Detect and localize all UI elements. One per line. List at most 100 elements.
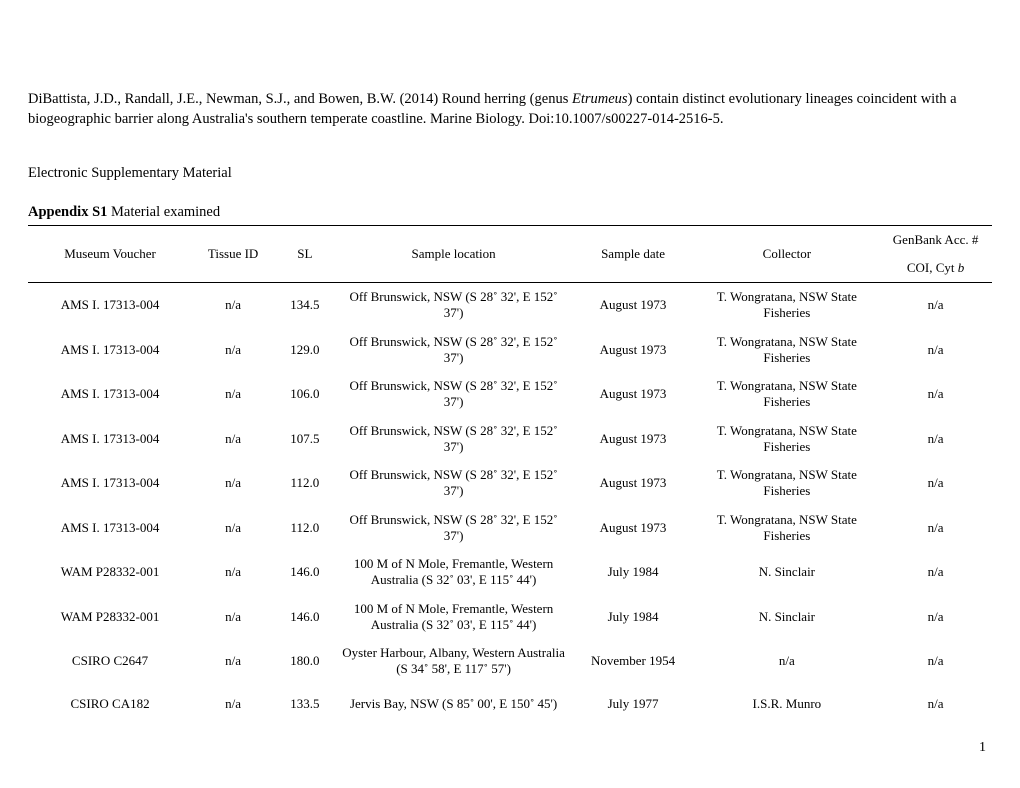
cell-tissue: n/a	[192, 328, 274, 373]
cell-voucher: AMS I. 17313-004	[28, 283, 192, 328]
cell-location: 100 M of N Mole, Fremantle, Western Aust…	[336, 595, 572, 640]
page-number: 1	[979, 740, 986, 756]
cell-sl: 112.0	[274, 506, 336, 551]
table-row: WAM P28332-001n/a146.0100 M of N Mole, F…	[28, 550, 992, 595]
cell-tissue: n/a	[192, 506, 274, 551]
cell-date: July 1984	[572, 595, 695, 640]
citation-text: DiBattista, J.D., Randall, J.E., Newman,…	[28, 90, 992, 129]
cell-tissue: n/a	[192, 461, 274, 506]
col-genbank-top: GenBank Acc. #	[879, 226, 992, 254]
cell-location: Jervis Bay, NSW (S 85˚ 00', E 150˚ 45')	[336, 684, 572, 724]
cell-location: Off Brunswick, NSW (S 28˚ 32', E 152˚ 37…	[336, 506, 572, 551]
cell-sl: 133.5	[274, 684, 336, 724]
cell-voucher: AMS I. 17313-004	[28, 328, 192, 373]
cell-genbank: n/a	[879, 372, 992, 417]
cell-genbank: n/a	[879, 506, 992, 551]
cell-genbank: n/a	[879, 461, 992, 506]
cell-voucher: WAM P28332-001	[28, 595, 192, 640]
cell-tissue: n/a	[192, 550, 274, 595]
cell-tissue: n/a	[192, 639, 274, 684]
table-row: AMS I. 17313-004n/a134.5Off Brunswick, N…	[28, 283, 992, 328]
cell-genbank: n/a	[879, 328, 992, 373]
cell-voucher: AMS I. 17313-004	[28, 417, 192, 462]
cell-voucher: WAM P28332-001	[28, 550, 192, 595]
cell-location: Off Brunswick, NSW (S 28˚ 32', E 152˚ 37…	[336, 372, 572, 417]
cell-genbank: n/a	[879, 550, 992, 595]
table-row: WAM P28332-001n/a146.0100 M of N Mole, F…	[28, 595, 992, 640]
cell-sl: 106.0	[274, 372, 336, 417]
table-row: AMS I. 17313-004n/a112.0Off Brunswick, N…	[28, 461, 992, 506]
cell-collector: T. Wongratana, NSW State Fisheries	[695, 417, 880, 462]
col-voucher: Museum Voucher	[28, 226, 192, 283]
appendix-label: Appendix S1	[28, 204, 107, 220]
cell-collector: I.S.R. Munro	[695, 684, 880, 724]
cell-genbank: n/a	[879, 283, 992, 328]
cell-sl: 134.5	[274, 283, 336, 328]
table-row: AMS I. 17313-004n/a107.5Off Brunswick, N…	[28, 417, 992, 462]
cell-date: November 1954	[572, 639, 695, 684]
cell-collector: T. Wongratana, NSW State Fisheries	[695, 461, 880, 506]
cell-date: August 1973	[572, 283, 695, 328]
cell-date: August 1973	[572, 506, 695, 551]
cell-genbank: n/a	[879, 417, 992, 462]
col-tissue: Tissue ID	[192, 226, 274, 283]
cell-date: July 1984	[572, 550, 695, 595]
cell-location: Off Brunswick, NSW (S 28˚ 32', E 152˚ 37…	[336, 328, 572, 373]
table-row: AMS I. 17313-004n/a129.0Off Brunswick, N…	[28, 328, 992, 373]
appendix-heading: Appendix S1 Material examined	[28, 204, 992, 226]
cell-tissue: n/a	[192, 283, 274, 328]
cell-voucher: CSIRO C2647	[28, 639, 192, 684]
cell-date: August 1973	[572, 372, 695, 417]
cell-location: Off Brunswick, NSW (S 28˚ 32', E 152˚ 37…	[336, 461, 572, 506]
appendix-text: Material examined	[107, 204, 220, 220]
cell-voucher: AMS I. 17313-004	[28, 506, 192, 551]
cell-location: Off Brunswick, NSW (S 28˚ 32', E 152˚ 37…	[336, 417, 572, 462]
cell-collector: T. Wongratana, NSW State Fisheries	[695, 372, 880, 417]
cell-voucher: CSIRO CA182	[28, 684, 192, 724]
col-genbank-sub: COI, Cyt b	[879, 254, 992, 283]
cell-genbank: n/a	[879, 639, 992, 684]
cell-voucher: AMS I. 17313-004	[28, 461, 192, 506]
cell-genbank: n/a	[879, 595, 992, 640]
cell-voucher: AMS I. 17313-004	[28, 372, 192, 417]
col-sl: SL	[274, 226, 336, 283]
table-row: CSIRO C2647n/a180.0Oyster Harbour, Alban…	[28, 639, 992, 684]
table-header-row: Museum Voucher Tissue ID SL Sample locat…	[28, 226, 992, 254]
cell-location: Off Brunswick, NSW (S 28˚ 32', E 152˚ 37…	[336, 283, 572, 328]
cell-collector: n/a	[695, 639, 880, 684]
col-date: Sample date	[572, 226, 695, 283]
specimen-table: Museum Voucher Tissue ID SL Sample locat…	[28, 226, 992, 724]
cell-location: Oyster Harbour, Albany, Western Australi…	[336, 639, 572, 684]
cell-sl: 107.5	[274, 417, 336, 462]
cell-sl: 180.0	[274, 639, 336, 684]
table-row: AMS I. 17313-004n/a106.0Off Brunswick, N…	[28, 372, 992, 417]
cell-location: 100 M of N Mole, Fremantle, Western Aust…	[336, 550, 572, 595]
cell-tissue: n/a	[192, 595, 274, 640]
cell-sl: 146.0	[274, 595, 336, 640]
col-collector: Collector	[695, 226, 880, 283]
table-row: CSIRO CA182n/a133.5Jervis Bay, NSW (S 85…	[28, 684, 992, 724]
cell-collector: T. Wongratana, NSW State Fisheries	[695, 506, 880, 551]
esm-title: Electronic Supplementary Material	[28, 165, 992, 182]
cell-collector: N. Sinclair	[695, 550, 880, 595]
cell-tissue: n/a	[192, 684, 274, 724]
cell-collector: T. Wongratana, NSW State Fisheries	[695, 283, 880, 328]
citation-prefix: DiBattista, J.D., Randall, J.E., Newman,…	[28, 91, 572, 107]
cell-sl: 146.0	[274, 550, 336, 595]
cell-tissue: n/a	[192, 372, 274, 417]
cell-genbank: n/a	[879, 684, 992, 724]
cell-date: August 1973	[572, 461, 695, 506]
cell-date: August 1973	[572, 417, 695, 462]
cell-sl: 112.0	[274, 461, 336, 506]
cell-collector: T. Wongratana, NSW State Fisheries	[695, 328, 880, 373]
genbank-sub-italic: b	[958, 260, 965, 275]
genbank-sub-prefix: COI, Cyt	[907, 260, 958, 275]
cell-collector: N. Sinclair	[695, 595, 880, 640]
table-row: AMS I. 17313-004n/a112.0Off Brunswick, N…	[28, 506, 992, 551]
cell-tissue: n/a	[192, 417, 274, 462]
col-location: Sample location	[336, 226, 572, 283]
cell-date: July 1977	[572, 684, 695, 724]
citation-genus: Etrumeus	[572, 91, 628, 107]
cell-date: August 1973	[572, 328, 695, 373]
table-body: AMS I. 17313-004n/a134.5Off Brunswick, N…	[28, 283, 992, 724]
